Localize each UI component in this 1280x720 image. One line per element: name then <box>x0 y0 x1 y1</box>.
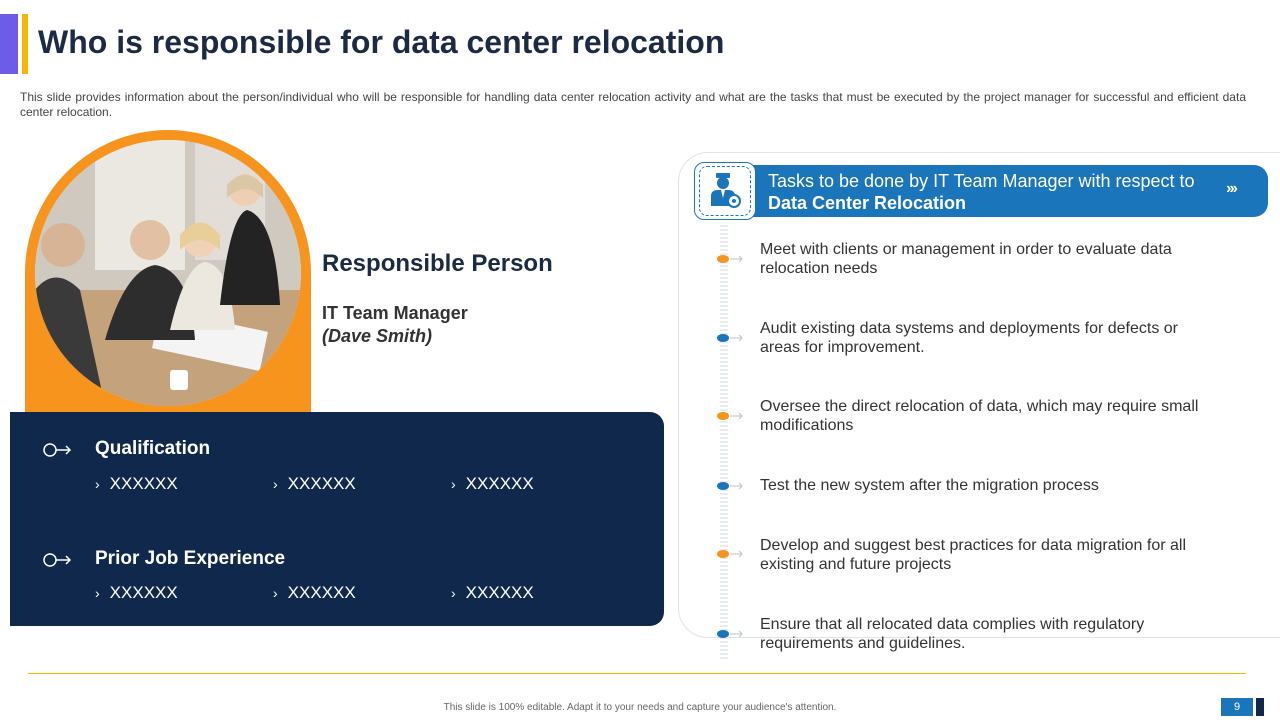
page-number: 9 <box>1221 698 1253 716</box>
page-number-accent <box>1256 698 1264 716</box>
arrow-icon <box>730 550 743 558</box>
tasks-header <box>752 165 1268 217</box>
arrow-icon <box>730 334 743 342</box>
timeline-dot <box>717 630 729 638</box>
key-arrow-icon <box>43 443 72 457</box>
responsible-person-heading: Responsible Person <box>322 250 553 277</box>
timeline-track <box>720 225 728 660</box>
key-arrow-icon <box>43 553 72 567</box>
timeline-dot <box>717 482 729 490</box>
title-accent-line <box>22 14 28 74</box>
tasks-header-text: Tasks to be done by IT Team Manager with… <box>768 171 1195 213</box>
timeline-dot <box>717 255 729 263</box>
triple-chevron-icon: ››› <box>1226 180 1238 197</box>
tasks-card <box>678 152 1280 638</box>
task-item: Test the new system after the migration … <box>760 477 1099 494</box>
arrow-icon <box>730 482 743 490</box>
footer-divider <box>28 673 1246 674</box>
task-item: Oversee the direct relocation of data, w… <box>760 398 1199 434</box>
title-accent-bar <box>0 14 18 74</box>
experience-item: › XXXXXX <box>95 583 178 602</box>
meeting-photo <box>35 140 301 406</box>
qualification-item: › XXXXXX <box>273 474 356 493</box>
task-item: Develop and suggest best practices for d… <box>760 537 1187 573</box>
qualification-heading: Qualification <box>95 438 211 459</box>
timeline-dot <box>717 412 729 420</box>
qualification-item: › XXXXXX <box>95 474 178 493</box>
page-title: Who is responsible for data center reloc… <box>38 24 725 60</box>
timeline-dot <box>717 550 729 558</box>
qualification-panel <box>10 412 664 626</box>
task-item: Meet with clients or management in order… <box>760 241 1172 277</box>
manager-icon-border <box>699 166 751 216</box>
experience-item: › XXXXXX <box>273 583 356 602</box>
page-subtitle: This slide provides information about th… <box>20 90 1246 119</box>
experience-heading: Prior Job Experience <box>95 548 286 569</box>
timeline-dot <box>717 334 729 342</box>
arrow-icon <box>730 630 743 638</box>
task-item: Audit existing data systems and deployme… <box>760 320 1178 356</box>
person-name: (Dave Smith) <box>322 326 433 346</box>
footer-note: This slide is 100% editable. Adapt it to… <box>443 702 837 713</box>
manager-gear-icon <box>711 173 741 208</box>
qualification-item: › XXXXXX <box>451 474 534 493</box>
arrow-icon <box>730 255 743 263</box>
experience-item: › XXXXXX <box>451 583 534 602</box>
task-item: Ensure that all relocated data complies … <box>760 616 1145 652</box>
arrow-icon <box>730 412 743 420</box>
person-role: IT Team Manager <box>322 303 468 323</box>
